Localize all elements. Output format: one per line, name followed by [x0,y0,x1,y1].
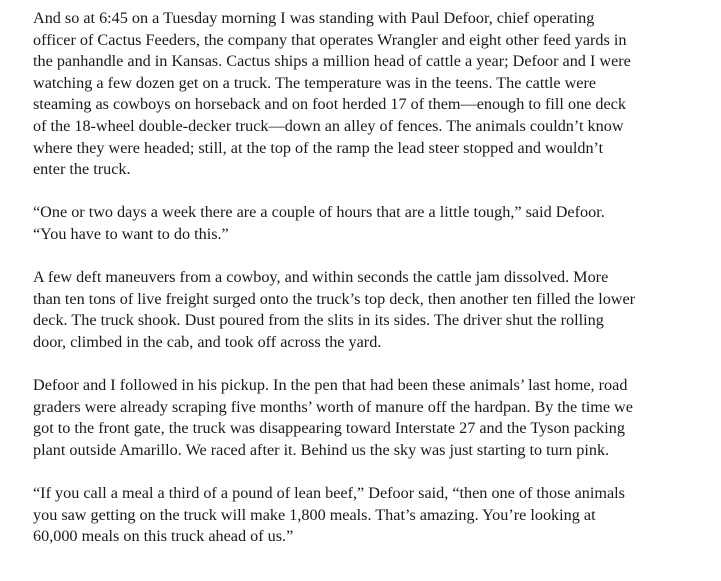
paragraph-3: A few deft maneuvers from a cowboy, and … [33,268,636,351]
article-body: And so at 6:45 on a Tuesday morning I wa… [33,9,636,546]
paragraph-4: Defoor and I followed in his pickup. In … [33,376,633,459]
paragraph-1: And so at 6:45 on a Tuesday morning I wa… [33,9,631,179]
paragraph-5: “If you call a meal a third of a pound o… [33,484,625,546]
paragraph-2: “One or two days a week there are a coup… [33,203,605,243]
